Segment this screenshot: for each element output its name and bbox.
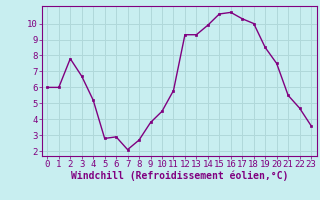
X-axis label: Windchill (Refroidissement éolien,°C): Windchill (Refroidissement éolien,°C) bbox=[70, 171, 288, 181]
